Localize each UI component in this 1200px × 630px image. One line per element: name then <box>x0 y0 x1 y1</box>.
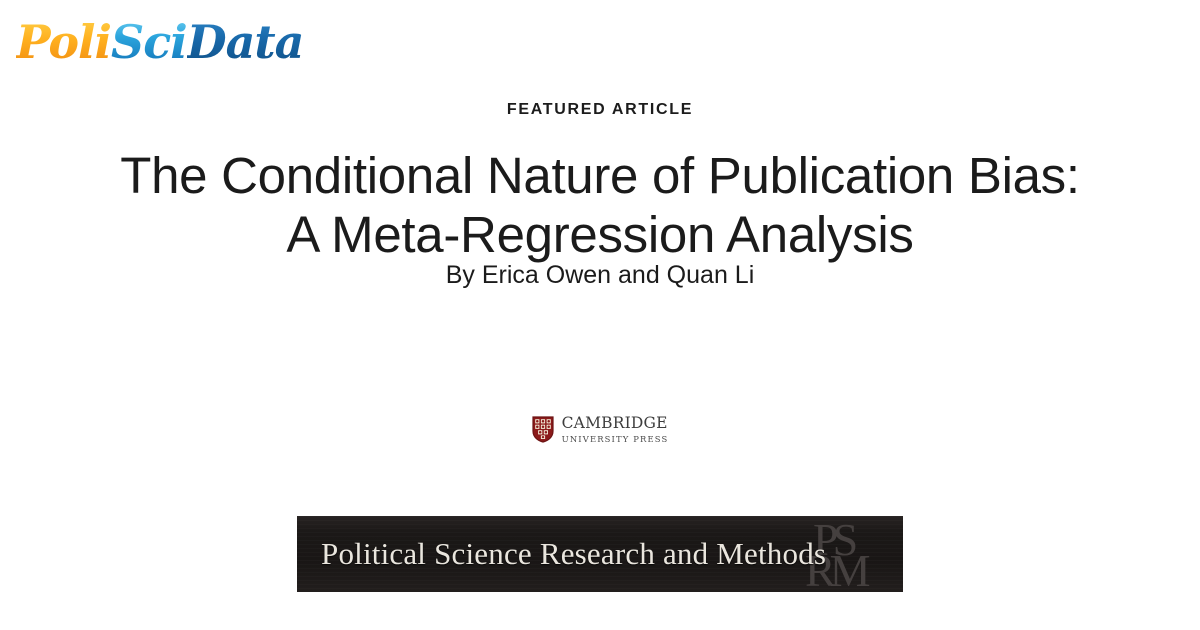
brand-wordmark-poli: Poli <box>16 15 112 69</box>
article-byline: By Erica Owen and Quan Li <box>445 261 755 289</box>
cambridge-crest-icon <box>532 416 554 443</box>
brand-wordmark-sci: Sci <box>111 15 188 69</box>
journal-banner[interactable]: Political Science Research and Methods P… <box>297 516 903 592</box>
psrm-monogram-icon: PS RM <box>805 516 897 593</box>
psrm-monogram-top: PS <box>813 516 858 565</box>
featured-article-label: FEATURED ARTICLE <box>506 101 694 118</box>
article-title-line-1: The Conditional Nature of Publication Bi… <box>120 147 1080 204</box>
article-title-line-2: A Meta-Regression Analysis <box>286 206 914 264</box>
article-title: The Conditional Nature of Publication Bi… <box>60 146 1140 264</box>
cambridge-name: CAMBRIDGE <box>561 414 668 433</box>
journal-title: Political Science Research and Methods <box>321 536 827 571</box>
publisher-logo: CAMBRIDGE UNIVERSITY PRESS <box>0 416 1200 443</box>
brand-wordmark: PoliSciData <box>16 19 304 65</box>
cambridge-wordmark: CAMBRIDGE UNIVERSITY PRESS <box>562 416 669 443</box>
brand-wordmark-data: Data <box>186 15 305 69</box>
psrm-monogram-bottom: RM <box>805 545 871 593</box>
brand-logo[interactable]: PoliSciData <box>16 14 304 70</box>
cambridge-subtitle: UNIVERSITY PRESS <box>561 433 669 444</box>
